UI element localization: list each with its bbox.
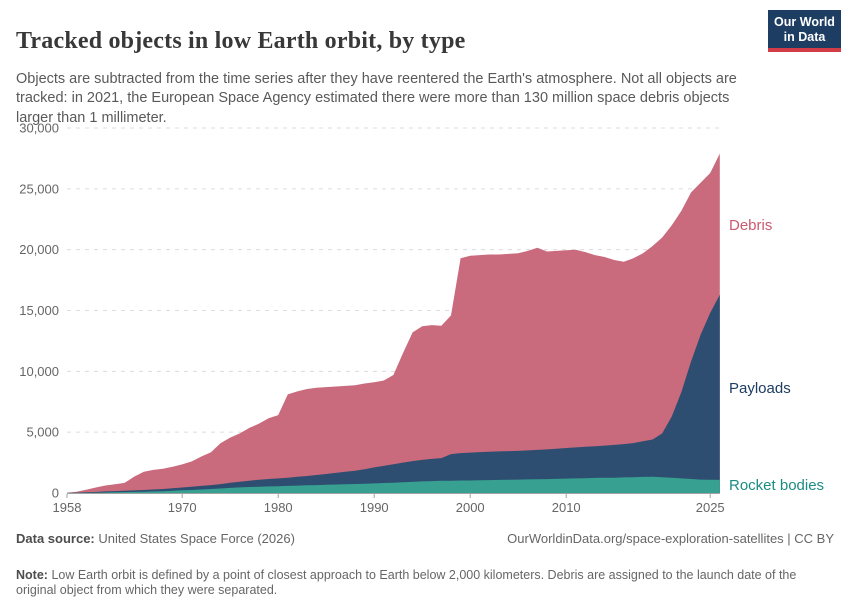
footer-note-text: Low Earth orbit is defined by a point of… — [16, 567, 797, 598]
y-tick-label: 15,000 — [19, 303, 59, 318]
footer-note: Note: Low Earth orbit is defined by a po… — [16, 568, 836, 599]
series-label-debris: Debris — [729, 217, 773, 234]
x-tick-label: 1980 — [264, 500, 293, 515]
y-tick-label: 30,000 — [19, 121, 59, 136]
owid-logo: Our World in Data — [768, 10, 841, 52]
x-tick-label: 1958 — [53, 500, 82, 515]
x-tick-label: 1970 — [168, 500, 197, 515]
y-tick-label: 10,000 — [19, 364, 59, 379]
area-debris — [67, 153, 720, 493]
area-rocket-bodies — [67, 476, 720, 493]
series-label-rocket-bodies: Rocket bodies — [729, 477, 825, 494]
attribution-link: OurWorldinData.org/space-exploration-sat… — [507, 531, 834, 546]
page-title: Tracked objects in low Earth orbit, by t… — [16, 28, 466, 55]
y-tick-label: 0 — [52, 486, 59, 501]
x-tick-label: 1990 — [360, 500, 389, 515]
owid-logo-line1: Our World — [774, 15, 835, 29]
stacked-area-chart: 0 5,000 10,000 15,000 20,000 25,000 30,000 1958… — [19, 121, 725, 516]
y-tick-label: 5,000 — [26, 425, 59, 440]
data-source-label: Data source: — [16, 531, 95, 546]
data-source: Data source: United States Space Force (… — [16, 531, 295, 546]
x-tick-label: 2010 — [552, 500, 581, 515]
chart-subtitle: Objects are subtracted from the time ser… — [16, 70, 737, 126]
owid-logo-line2: in Data — [783, 30, 826, 44]
area-payloads — [67, 294, 720, 493]
data-source-value: United States Space Force (2026) — [98, 531, 295, 546]
y-tick-label: 20,000 — [19, 242, 59, 257]
series-label-payloads: Payloads — [729, 380, 791, 397]
x-tick-label: 2025 — [696, 500, 725, 515]
y-tick-label: 25,000 — [19, 181, 59, 196]
footer-source-row: Data source: United States Space Force (… — [16, 531, 834, 546]
footer-note-label: Note: — [16, 567, 48, 582]
x-tick-label: 2000 — [456, 500, 485, 515]
